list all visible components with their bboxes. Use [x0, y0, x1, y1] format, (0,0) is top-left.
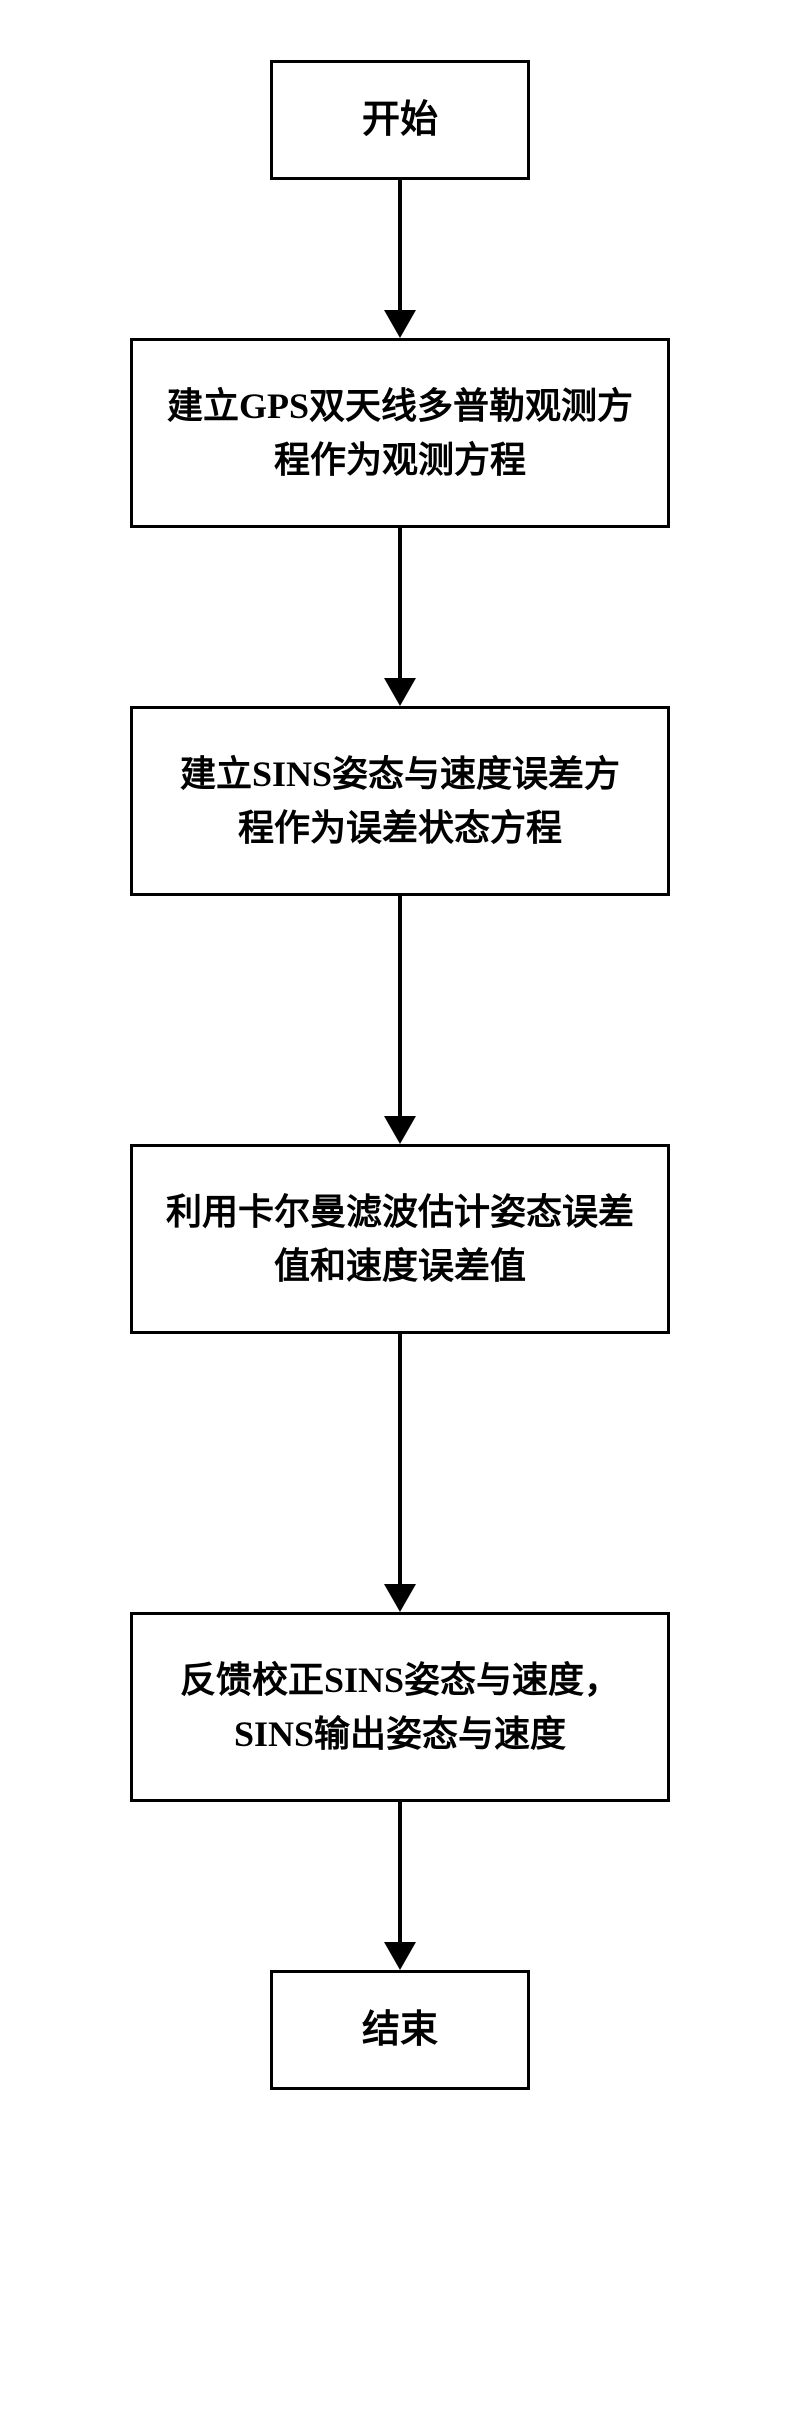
node-step1: 建立GPS双天线多普勒观测方程作为观测方程 [130, 338, 670, 528]
arrow-line [398, 896, 402, 1116]
arrow-head [384, 310, 416, 338]
node-step3-label: 利用卡尔曼滤波估计姿态误差值和速度误差值 [163, 1185, 637, 1293]
node-start-label: 开始 [362, 92, 438, 149]
arrow-head [384, 678, 416, 706]
node-step2-label: 建立SINS姿态与速度误差方程作为误差状态方程 [163, 747, 637, 855]
arrow-1 [384, 180, 416, 338]
arrow-line [398, 1334, 402, 1584]
flowchart-container: 开始 建立GPS双天线多普勒观测方程作为观测方程 建立SINS姿态与速度误差方程… [130, 60, 670, 2090]
arrow-head [384, 1584, 416, 1612]
arrow-4 [384, 1334, 416, 1612]
node-step4: 反馈校正SINS姿态与速度，SINS输出姿态与速度 [130, 1612, 670, 1802]
node-step1-label: 建立GPS双天线多普勒观测方程作为观测方程 [163, 379, 637, 487]
node-end-label: 结束 [362, 2002, 438, 2059]
arrow-5 [384, 1802, 416, 1970]
arrow-2 [384, 528, 416, 706]
arrow-line [398, 528, 402, 678]
arrow-head [384, 1942, 416, 1970]
arrow-line [398, 180, 402, 310]
arrow-line [398, 1802, 402, 1942]
node-step3: 利用卡尔曼滤波估计姿态误差值和速度误差值 [130, 1144, 670, 1334]
arrow-head [384, 1116, 416, 1144]
arrow-3 [384, 896, 416, 1144]
node-step2: 建立SINS姿态与速度误差方程作为误差状态方程 [130, 706, 670, 896]
node-start: 开始 [270, 60, 530, 180]
node-step4-label: 反馈校正SINS姿态与速度，SINS输出姿态与速度 [163, 1653, 637, 1761]
node-end: 结束 [270, 1970, 530, 2090]
